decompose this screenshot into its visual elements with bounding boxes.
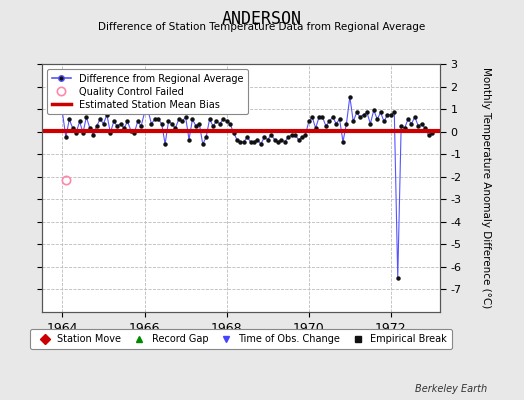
- Legend: Station Move, Record Gap, Time of Obs. Change, Empirical Break: Station Move, Record Gap, Time of Obs. C…: [30, 330, 452, 349]
- Text: ANDERSON: ANDERSON: [222, 10, 302, 28]
- Y-axis label: Monthly Temperature Anomaly Difference (°C): Monthly Temperature Anomaly Difference (…: [481, 67, 491, 309]
- Text: Difference of Station Temperature Data from Regional Average: Difference of Station Temperature Data f…: [99, 22, 425, 32]
- Text: Berkeley Earth: Berkeley Earth: [415, 384, 487, 394]
- Legend: Difference from Regional Average, Quality Control Failed, Estimated Station Mean: Difference from Regional Average, Qualit…: [47, 69, 248, 114]
